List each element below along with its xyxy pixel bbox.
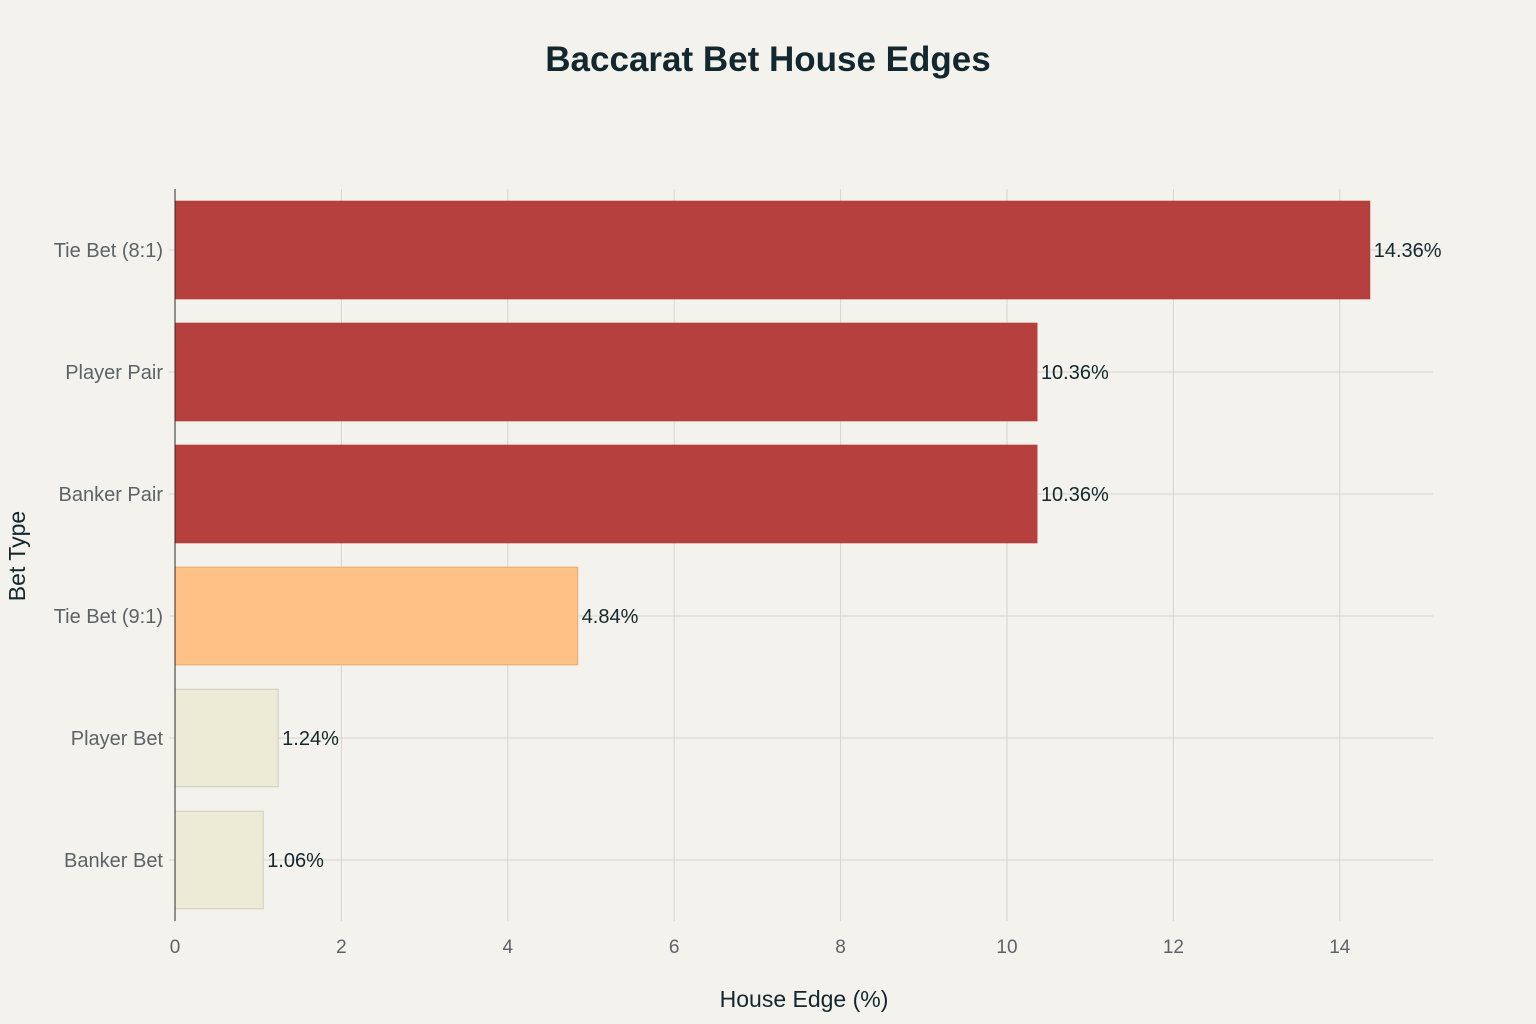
data-label: 1.24% xyxy=(282,728,339,750)
bar xyxy=(174,688,279,788)
y-tick-label: Player Bet xyxy=(71,728,164,750)
x-tick-label: 4 xyxy=(503,937,514,958)
bar xyxy=(174,200,1371,300)
bar xyxy=(174,322,1038,422)
y-tick-label: Player Pair xyxy=(65,362,163,384)
y-tick-label: Tie Bet (9:1) xyxy=(54,606,163,628)
x-tick-label: 0 xyxy=(170,937,181,958)
x-tick-label: 10 xyxy=(996,937,1017,958)
x-tick-label: 8 xyxy=(835,937,846,958)
chart-title: Baccarat Bet House Edges xyxy=(545,40,991,79)
x-tick-label: 6 xyxy=(669,937,680,958)
x-axis-title: House Edge (%) xyxy=(720,986,889,1012)
data-label: 4.84% xyxy=(582,606,639,628)
labels-layer: 0 2 4 6 8 10 12 14 Tie Bet (8:1) Player Pair Banke… xyxy=(54,240,1442,958)
bar xyxy=(174,444,1038,544)
x-tick-label: 12 xyxy=(1163,937,1184,958)
x-tick-label: 2 xyxy=(336,937,347,958)
y-tick-label: Banker Bet xyxy=(64,850,163,872)
data-label: 1.06% xyxy=(267,850,324,872)
data-label: 14.36% xyxy=(1374,240,1442,262)
axis-layer xyxy=(169,189,176,921)
bars-layer xyxy=(174,200,1371,910)
x-tick-label: 14 xyxy=(1329,937,1351,958)
y-tick-label: Tie Bet (8:1) xyxy=(54,240,163,262)
y-axis-title: Bet Type xyxy=(4,511,30,601)
bar xyxy=(174,566,579,666)
data-label: 10.36% xyxy=(1041,484,1109,506)
bar xyxy=(174,810,264,910)
y-tick-label: Banker Pair xyxy=(59,484,164,506)
data-label: 10.36% xyxy=(1041,362,1109,384)
